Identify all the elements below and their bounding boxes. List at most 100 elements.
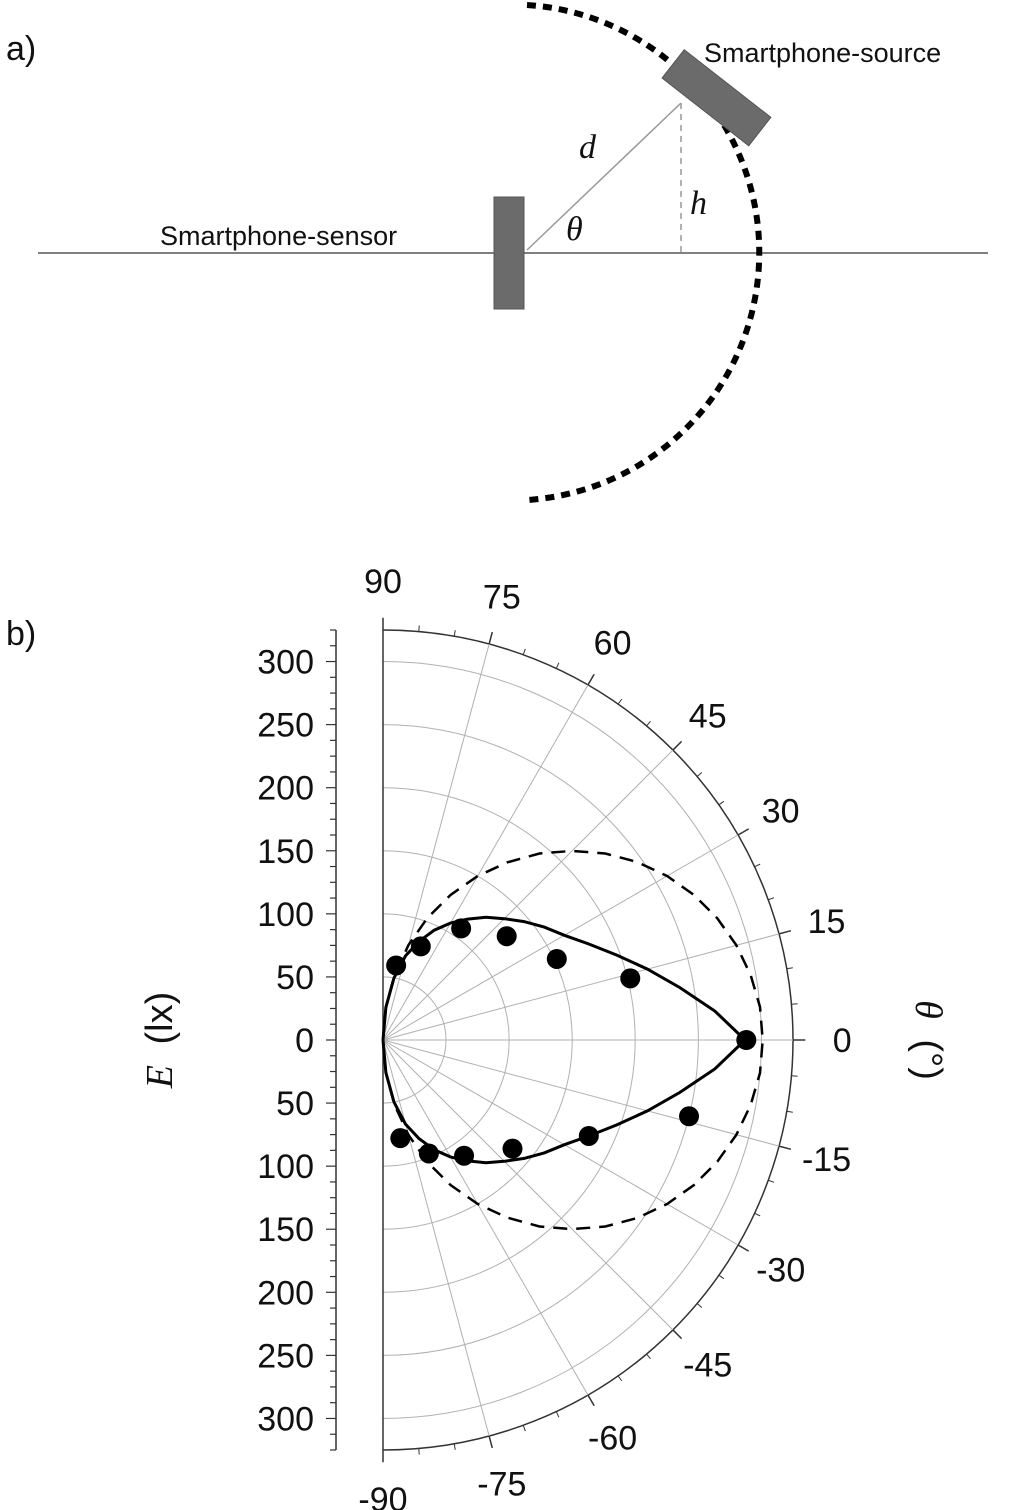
radial-tick-label: 0	[295, 1022, 314, 1060]
radial-tick-label: 200	[257, 1274, 314, 1312]
smartphone-sensor-shape	[493, 196, 525, 310]
angular-tick-label: 60	[594, 624, 632, 662]
grid-spoke	[382, 1039, 490, 1437]
grid-spoke	[382, 933, 780, 1041]
angular-tick-label: 75	[483, 578, 521, 616]
angular-minor-tick	[453, 1443, 456, 1450]
panel-b-label: b)	[6, 615, 36, 653]
angular-minor-tick	[754, 863, 761, 868]
angular-minor-tick	[718, 1274, 725, 1280]
angular-minor-tick	[418, 625, 420, 632]
data-point	[410, 936, 431, 957]
symbol-theta: θ	[566, 211, 583, 248]
radial-axis-unit: (lx)	[139, 992, 181, 1045]
angular-minor-tick	[646, 720, 651, 727]
angular-tick-label: 15	[808, 903, 846, 941]
angular-axis-label: θ (°)	[907, 1000, 949, 1080]
angular-tick	[672, 1329, 683, 1340]
angular-minor-tick	[696, 1303, 703, 1308]
symbol-d: d	[579, 129, 597, 166]
radial-tick-label: 250	[257, 1337, 314, 1375]
angular-tick	[488, 1435, 494, 1449]
data-point	[454, 1145, 475, 1166]
radial-tick-label: 250	[257, 707, 314, 745]
angular-minor-tick	[718, 800, 725, 806]
angular-minor-tick	[555, 662, 560, 669]
angular-minor-tick	[786, 967, 793, 970]
data-point	[496, 926, 517, 947]
angular-tick	[672, 740, 683, 751]
radial-tick-label: 50	[276, 959, 314, 997]
grid-spoke	[382, 1039, 780, 1147]
angular-axis-unit: (°)	[907, 1039, 949, 1080]
data-point	[546, 948, 567, 969]
angular-minor-tick	[768, 897, 775, 901]
radial-tick-label: 100	[257, 1148, 314, 1186]
angular-tick-label: -90	[358, 1481, 407, 1510]
angular-tick-label: 30	[762, 792, 800, 830]
grid-spoke	[382, 1039, 739, 1246]
radial-axis-symbol: E	[139, 1065, 181, 1089]
data-point	[620, 968, 641, 989]
angular-tick	[587, 673, 595, 686]
grid-spoke	[382, 1039, 589, 1396]
radial-tick-label: 50	[276, 1085, 314, 1123]
angular-minor-tick	[555, 1411, 560, 1418]
panel-a-label: a)	[6, 30, 36, 68]
smartphone-source-shape	[661, 48, 772, 147]
series-layer	[381, 849, 764, 1231]
angular-tick-label: 45	[689, 697, 727, 735]
angular-tick-label: 0	[833, 1022, 852, 1060]
angular-minor-tick	[617, 698, 623, 705]
grid-spoke	[382, 749, 674, 1041]
grid-spoke	[382, 834, 739, 1041]
solid-fit-curve	[381, 915, 748, 1165]
angular-tick	[488, 631, 494, 645]
symbol-h: h	[690, 185, 707, 222]
angular-tick-label: -60	[588, 1420, 637, 1458]
radial-axis	[326, 629, 384, 1451]
data-point	[451, 918, 472, 939]
angular-tick-label: -15	[802, 1141, 851, 1179]
angular-minor-tick	[522, 1425, 526, 1432]
angular-tick	[737, 828, 750, 836]
angular-tick-label: -45	[683, 1347, 732, 1385]
source-path-arc	[526, 2, 763, 503]
angular-minor-tick	[696, 772, 703, 777]
angular-tick	[778, 929, 792, 935]
source-label: Smartphone-source	[704, 38, 941, 68]
angular-minor-tick	[791, 1075, 798, 1077]
angular-minor-tick	[617, 1375, 623, 1382]
radial-axis-label: E (lx)	[139, 992, 181, 1090]
angular-tick-labels: 90 75 60 45 30 15 0 -15 -30 -45 -60 -75 -90	[358, 563, 851, 1510]
dashed-model-curve	[381, 849, 764, 1231]
radial-tick-label: 100	[257, 896, 314, 934]
angular-minor-tick	[646, 1353, 651, 1360]
angular-tick-label: 90	[364, 563, 402, 601]
radial-tick-label: 300	[257, 644, 314, 682]
distance-line-d	[526, 102, 682, 251]
radial-tick-label: 200	[257, 770, 314, 808]
angular-minor-tick	[522, 648, 526, 655]
angular-minor-tick	[418, 1448, 420, 1455]
radial-tick-labels: 300 250 200 150 100 50 0 50 100 150 200 250 300	[257, 644, 314, 1439]
angular-minor-tick	[768, 1179, 775, 1183]
angular-minor-tick	[754, 1212, 761, 1217]
data-point	[679, 1106, 700, 1127]
radial-tick-label: 150	[257, 1211, 314, 1249]
radial-tick-label: 150	[257, 833, 314, 871]
grid-spoke	[382, 643, 490, 1041]
sensor-label: Smartphone-sensor	[160, 221, 397, 251]
angular-minor-tick	[791, 1003, 798, 1005]
panel-a: a) Smartphone-source Smartphone-sensor d…	[6, 2, 988, 503]
angular-tick	[778, 1145, 792, 1151]
angular-tick-label: -75	[477, 1466, 526, 1504]
grid-spoke	[382, 684, 589, 1041]
angular-minor-tick	[786, 1110, 793, 1113]
angular-minor-tick	[453, 630, 456, 637]
angular-axis-symbol: θ	[907, 1000, 949, 1019]
radial-tick-label: 300	[257, 1400, 314, 1438]
angular-tick	[737, 1244, 750, 1252]
